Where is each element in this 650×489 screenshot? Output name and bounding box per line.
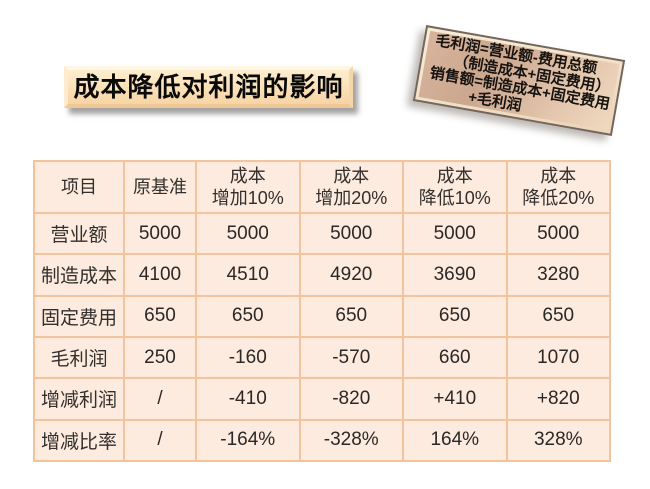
page-title: 成本降低对利润的影响 [73, 72, 344, 102]
row-label-gross-profit: 毛利润 [35, 337, 123, 378]
table-cell: -164% [197, 420, 299, 460]
row-label-manufacturing-cost: 制造成本 [35, 255, 123, 295]
table-cell: 4100 [125, 255, 195, 295]
row-label-fixed-cost: 固定费用 [35, 296, 123, 336]
table-cell: 650 [197, 296, 299, 336]
table-cell: 250 [125, 337, 195, 378]
table-cell: +820 [507, 379, 609, 419]
table-cell: -570 [300, 337, 402, 378]
column-header-cost-down-20: 成本 降低20% [507, 162, 609, 212]
table-cell: 5000 [507, 214, 609, 254]
table-cell: / [125, 379, 195, 419]
column-header-item: 项目 [35, 162, 123, 212]
column-header-cost-down-10: 成本 降低10% [404, 162, 506, 212]
table-cell: -328% [300, 420, 402, 460]
table-cell: 650 [125, 296, 195, 336]
table-cell: 650 [300, 296, 402, 336]
table-cell: / [125, 420, 195, 460]
table-cell: -160 [197, 337, 299, 378]
table-cell: 5000 [300, 214, 402, 254]
table-cell: -410 [197, 379, 299, 419]
table-cell: 4510 [197, 255, 299, 295]
table-cell: 650 [507, 296, 609, 336]
row-label-change-ratio: 增减比率 [35, 420, 123, 460]
column-header-baseline: 原基准 [125, 162, 195, 212]
table-cell: 650 [404, 296, 506, 336]
table-cell: 5000 [125, 214, 195, 254]
row-label-revenue: 营业额 [35, 214, 123, 254]
table-cell: 660 [404, 337, 506, 378]
column-header-cost-up-10: 成本 增加10% [197, 162, 299, 212]
formula-plaque-face: 毛利润=营业额-费用总额 （制造成本+固定费用） 销售额=制造成本+固定费用 +… [418, 30, 620, 131]
table-cell: 1070 [507, 337, 609, 378]
cost-impact-table: 项目 原基准 成本 增加10% 成本 增加20% 成本 降低10% 成本 降低2… [33, 160, 611, 462]
title-banner: 成本降低对利润的影响 [64, 66, 353, 108]
formula-plaque: 毛利润=营业额-费用总额 （制造成本+固定费用） 销售额=制造成本+固定费用 +… [412, 25, 626, 136]
table-cell: -820 [300, 379, 402, 419]
table-cell: 4920 [300, 255, 402, 295]
table-cell: 5000 [404, 214, 506, 254]
column-header-cost-up-20: 成本 增加20% [300, 162, 402, 212]
table-cell: 5000 [197, 214, 299, 254]
table-cell: 3280 [507, 255, 609, 295]
row-label-profit-change: 增减利润 [35, 379, 123, 419]
table-cell: 164% [404, 420, 506, 460]
table-cell: 328% [507, 420, 609, 460]
table-cell: 3690 [404, 255, 506, 295]
table-cell: +410 [404, 379, 506, 419]
